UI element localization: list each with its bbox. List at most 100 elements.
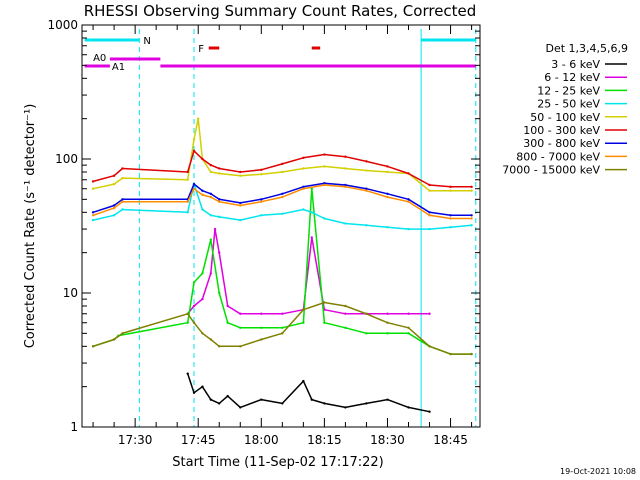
series-3-point xyxy=(186,211,189,214)
series-2-point xyxy=(323,321,326,324)
series-1-point xyxy=(239,312,242,315)
series-8-point xyxy=(239,345,242,348)
series-0-point xyxy=(209,398,213,401)
series-5-point xyxy=(260,168,263,172)
series-5-point xyxy=(112,174,116,177)
series-8-point xyxy=(209,338,213,341)
x-tick-label: 18:45 xyxy=(433,433,468,447)
series-8-point xyxy=(302,308,305,311)
legend-title: Det 1,3,4,5,6,9 xyxy=(545,42,628,55)
series-3-point xyxy=(449,225,452,229)
series-3-point xyxy=(365,224,368,227)
series-6-point xyxy=(201,189,204,192)
series-4-point xyxy=(449,189,452,192)
legend-label: 12 - 25 keV xyxy=(537,84,600,97)
legend-label: 6 - 12 keV xyxy=(544,71,600,84)
series-3-point xyxy=(201,208,204,211)
series-7-point xyxy=(260,200,263,203)
series-0-point xyxy=(365,402,368,405)
series-4-point xyxy=(121,176,124,180)
x-axis-label: Start Time (11-Sep-02 17:17:22) xyxy=(172,455,383,470)
legend-label: 300 - 800 keV xyxy=(523,137,600,150)
series-8-point xyxy=(470,352,473,356)
series-7-point xyxy=(386,195,389,199)
series-3-point xyxy=(260,214,263,217)
series-3-point xyxy=(281,212,284,215)
series-8-point xyxy=(91,345,95,348)
series-7-point xyxy=(186,200,189,203)
series-2-point xyxy=(209,238,213,241)
series-line-7 xyxy=(92,184,472,220)
series-6-point xyxy=(281,192,284,195)
legend-label: 800 - 7000 keV xyxy=(516,150,600,163)
series-8-point xyxy=(281,332,284,335)
series-0-point xyxy=(239,406,242,409)
series-7-point xyxy=(121,200,124,203)
legend-label: 3 - 6 keV xyxy=(551,58,600,71)
series-3-point xyxy=(239,218,242,222)
series-3-point xyxy=(407,227,410,231)
series-5-point xyxy=(281,162,284,166)
series-8-point xyxy=(218,345,221,348)
legend-label: 7000 - 15000 keV xyxy=(502,164,600,177)
series-0-point xyxy=(310,398,313,401)
series-0-point xyxy=(344,406,347,409)
series-6-point xyxy=(344,183,347,187)
series-5-point xyxy=(323,153,326,156)
series-7-point xyxy=(218,200,221,203)
series-8-point xyxy=(407,326,410,329)
series-0-point xyxy=(260,398,263,401)
series-1-point xyxy=(209,272,213,275)
series-7-point xyxy=(281,195,284,199)
series-0-point xyxy=(281,402,284,405)
series-7-point xyxy=(239,204,242,207)
series-1-point xyxy=(310,236,313,239)
series-6-point xyxy=(449,214,452,217)
series-1-point xyxy=(192,304,196,308)
series-5-point xyxy=(428,183,431,187)
series-0-point xyxy=(428,410,431,413)
series-8-point xyxy=(386,321,389,324)
series-6-point xyxy=(470,214,473,217)
series-7-point xyxy=(192,187,196,190)
series-4-point xyxy=(386,170,389,174)
series-line-2 xyxy=(92,187,472,355)
series-8-point xyxy=(449,352,452,356)
series-6-point xyxy=(209,192,213,195)
series-3-point xyxy=(302,208,305,211)
series-line-5 xyxy=(92,150,472,188)
series-6-point xyxy=(386,192,389,195)
series-5-point xyxy=(344,155,347,158)
series-7-point xyxy=(344,185,347,189)
y-axis-label: Corrected Count Rate (s⁻¹ detector⁻¹) xyxy=(23,104,38,349)
series-5-point xyxy=(121,167,124,170)
series-0-point xyxy=(323,402,326,405)
y-tick-label: 1000 xyxy=(47,18,78,32)
series-5-point xyxy=(209,163,213,167)
series-2-point xyxy=(281,326,284,329)
series-6-point xyxy=(323,181,326,185)
series-line-8 xyxy=(92,301,472,355)
series-2-point xyxy=(226,321,229,324)
series-3-point xyxy=(344,222,347,225)
series-1-point xyxy=(407,312,410,315)
y-tick-label: 100 xyxy=(55,152,78,166)
series-7-point xyxy=(407,200,410,203)
series-2-point xyxy=(365,332,368,335)
series-4-point xyxy=(239,174,242,177)
legend-label: 50 - 100 keV xyxy=(530,111,600,124)
series-7-point xyxy=(365,189,368,192)
x-tick-label: 18:30 xyxy=(370,433,405,447)
flag-label-a0: A0 xyxy=(93,53,106,64)
x-tick-label: 17:45 xyxy=(181,433,216,447)
series-2-point xyxy=(186,321,189,324)
y-tick-label: 1 xyxy=(70,420,78,434)
x-axis: 17:30 17:45 18:00 18:15 18:30 18:45 xyxy=(92,25,473,447)
series-5-point xyxy=(239,170,242,174)
series-8-point xyxy=(365,312,368,315)
series-5-point xyxy=(365,160,368,163)
series-3-point xyxy=(386,225,389,229)
flag-label-f: F xyxy=(198,44,204,55)
series-line-0 xyxy=(186,373,430,413)
series-0-point xyxy=(302,379,305,383)
